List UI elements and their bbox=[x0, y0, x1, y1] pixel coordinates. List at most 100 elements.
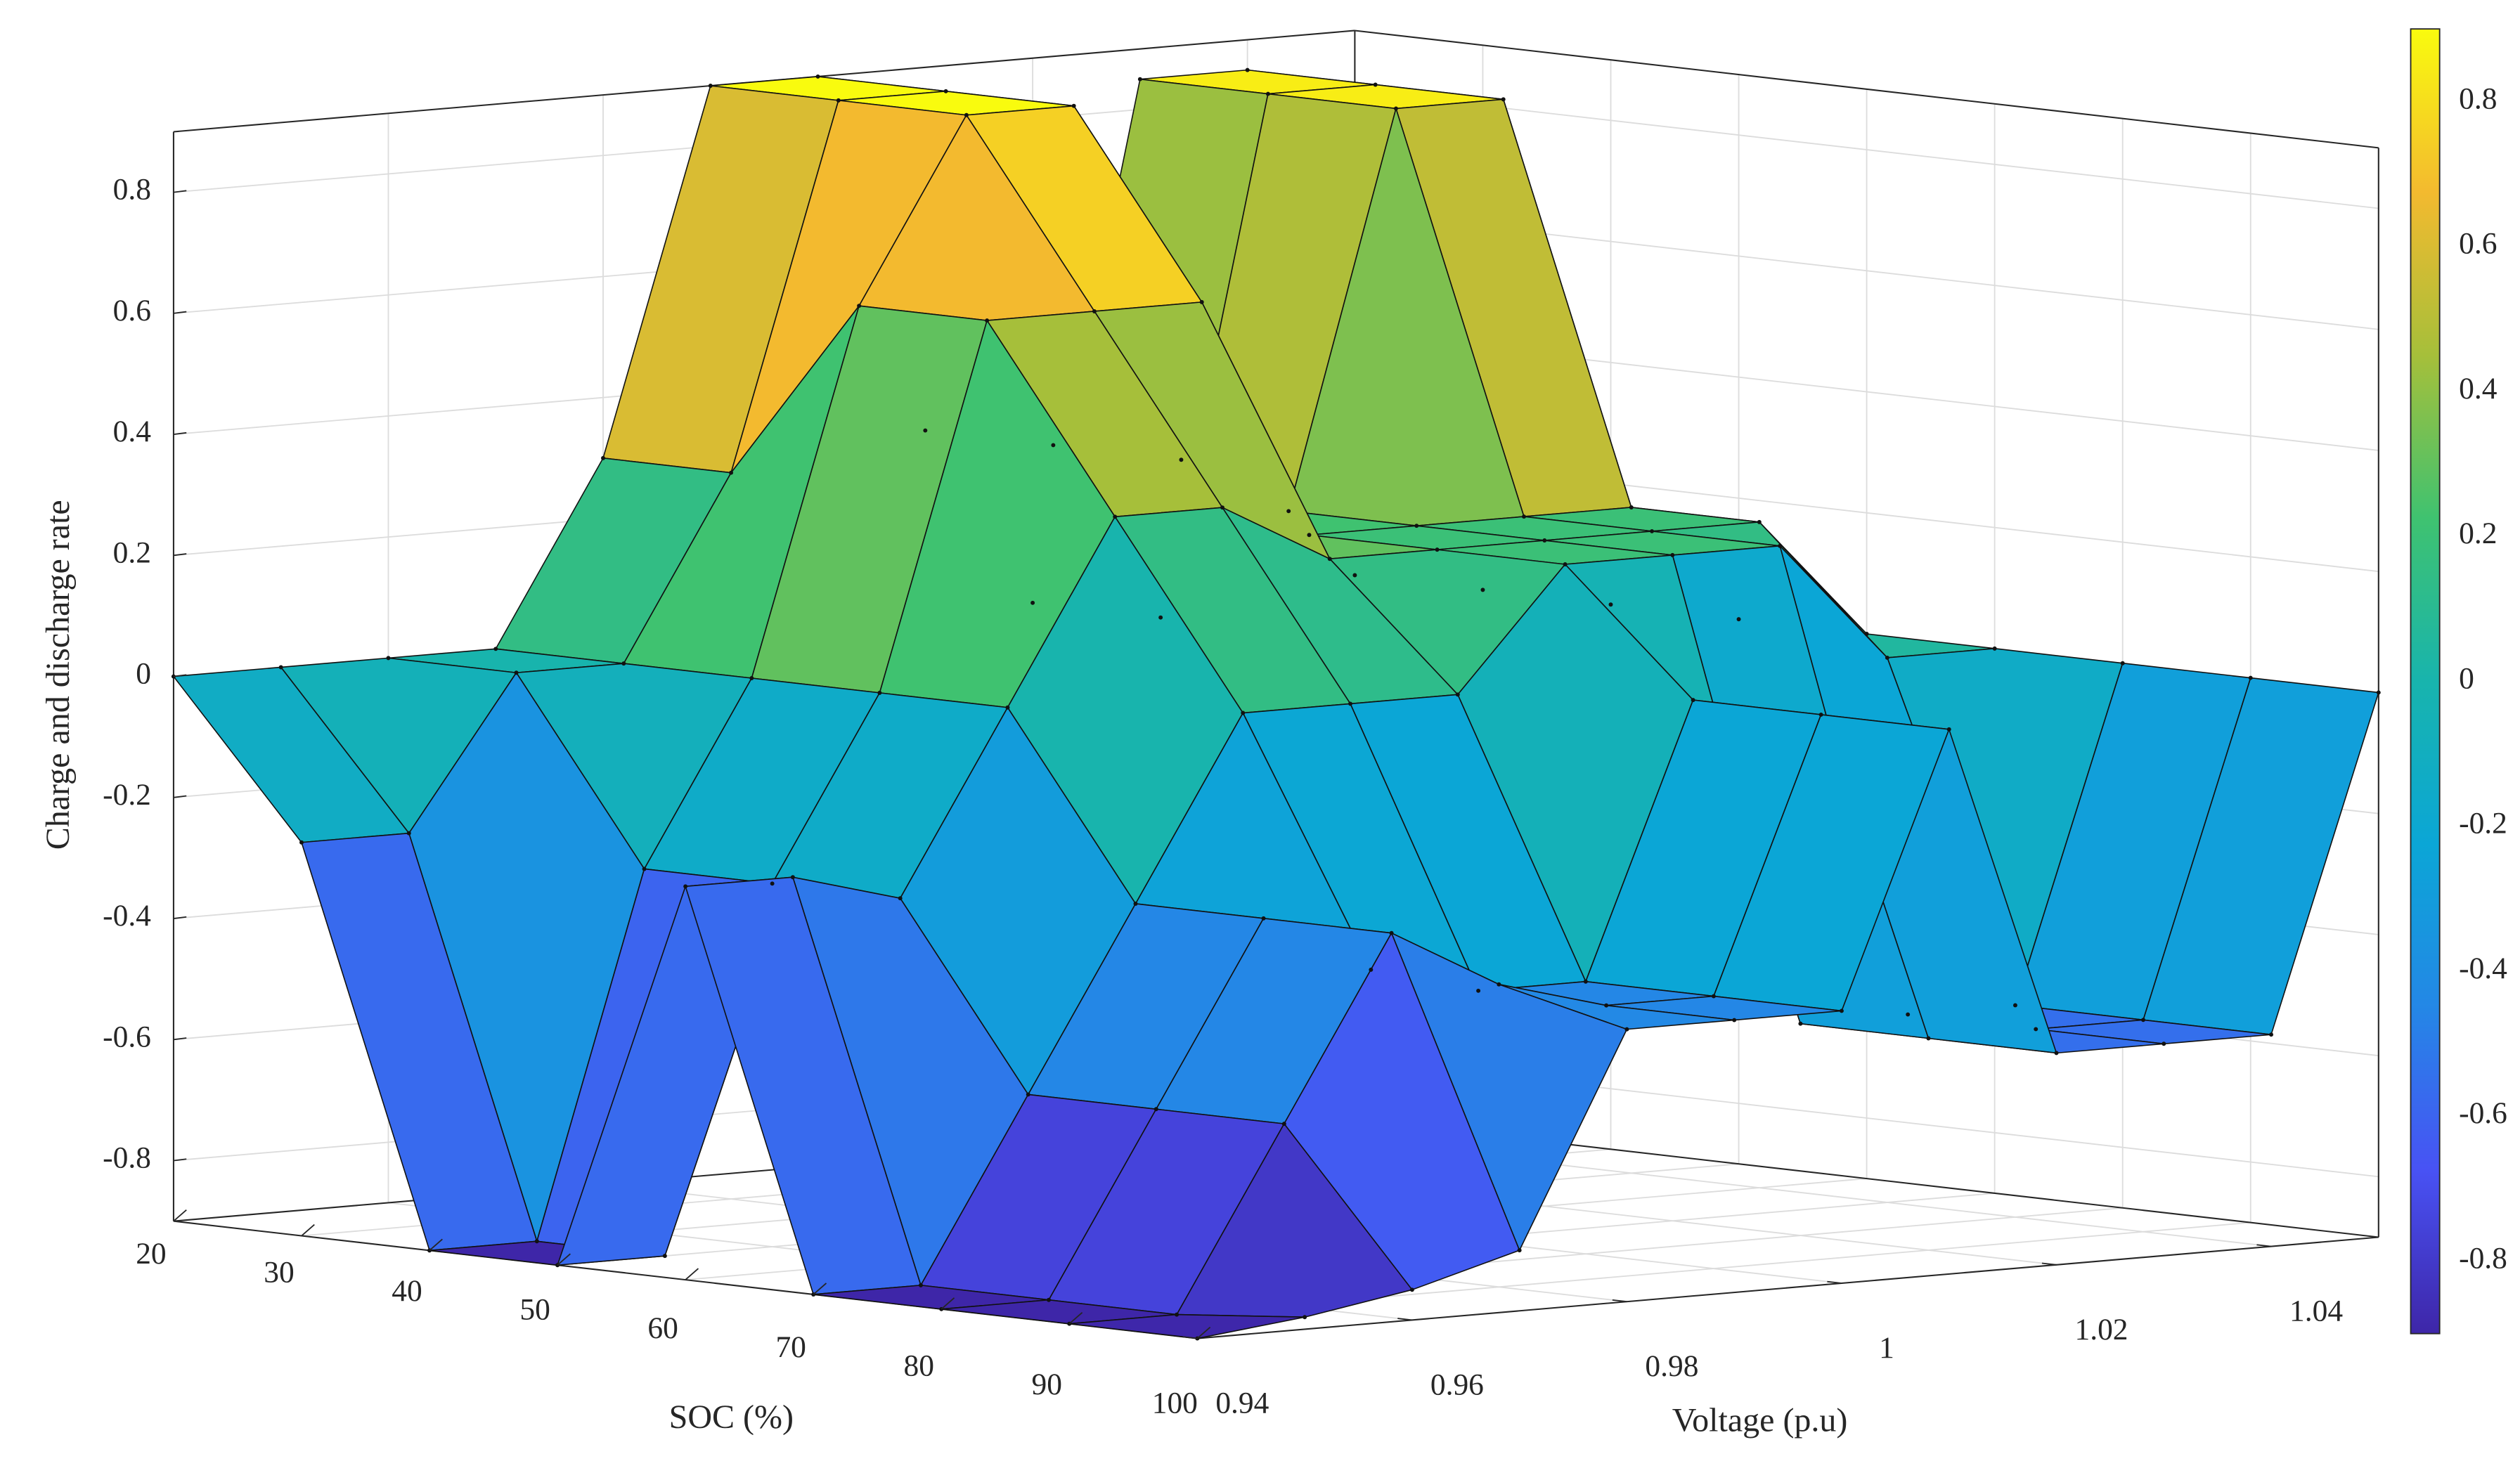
surface-vertex bbox=[1303, 1315, 1307, 1320]
surface-vertex bbox=[729, 470, 734, 475]
surface-vertex bbox=[662, 1254, 667, 1259]
surface-vertex bbox=[299, 840, 304, 845]
surface-vertex bbox=[1517, 1248, 1522, 1253]
surface-vertex bbox=[2376, 690, 2381, 695]
surface-vertex bbox=[1670, 552, 1675, 557]
surface-vertex bbox=[1946, 727, 1951, 732]
colorbar-tick-label: 0.8 bbox=[2459, 82, 2497, 115]
surface-vertex bbox=[877, 690, 882, 695]
surface-vertex bbox=[1476, 988, 1481, 993]
surface-vertex bbox=[1885, 655, 1889, 660]
x-tick-label: 50 bbox=[519, 1293, 550, 1327]
surface-vertex bbox=[1409, 1287, 1414, 1292]
x-tick-label: 70 bbox=[775, 1330, 806, 1364]
surface-vertex bbox=[1133, 901, 1138, 906]
surface-vertex bbox=[1435, 547, 1440, 552]
y-tick-label: 1 bbox=[1879, 1331, 1894, 1365]
surface-vertex bbox=[1992, 646, 1997, 651]
surface-vertex bbox=[1414, 524, 1419, 528]
surface-vertex bbox=[1030, 600, 1035, 605]
surface-vertex bbox=[1220, 505, 1225, 510]
y-tick-label: 0.94 bbox=[1215, 1387, 1269, 1420]
x-tick-label: 30 bbox=[264, 1255, 294, 1289]
surface-vertex bbox=[2162, 1041, 2166, 1046]
surface-vertex bbox=[1154, 1107, 1158, 1112]
z-tick bbox=[173, 795, 187, 798]
surface-vertex bbox=[1629, 505, 1634, 509]
x-tick bbox=[1068, 1311, 1083, 1325]
surface-vertex bbox=[790, 875, 795, 880]
x-tick bbox=[301, 1223, 315, 1237]
z-tick bbox=[173, 553, 187, 557]
surface-vertex bbox=[1026, 1092, 1030, 1097]
z-tick bbox=[173, 431, 187, 436]
surface-vertex bbox=[815, 74, 820, 79]
z-tick bbox=[173, 916, 187, 919]
surface-vertex bbox=[1175, 1312, 1180, 1317]
surface-vertex bbox=[1926, 1036, 1931, 1041]
colorbar-tick-label: 0.2 bbox=[2459, 517, 2497, 550]
surface-vertex bbox=[1286, 509, 1291, 514]
z-tick-label: 0.2 bbox=[113, 535, 151, 569]
surface-vertex bbox=[1092, 309, 1097, 313]
x-tick bbox=[1196, 1326, 1211, 1339]
surface-vertex bbox=[1864, 632, 1869, 636]
surface-vertex bbox=[1327, 557, 1332, 562]
surface-vertex bbox=[1757, 519, 1762, 524]
x-axis-title: SOC (%) bbox=[669, 1398, 794, 1436]
surface-vertex bbox=[683, 884, 688, 889]
surface-vertex bbox=[1624, 1027, 1629, 1032]
surface-vertex bbox=[1604, 1003, 1609, 1008]
surface-vertex bbox=[1373, 82, 1378, 87]
surface-vertex bbox=[1245, 67, 1250, 72]
surface-vertex bbox=[1736, 617, 1741, 622]
surface-vertex bbox=[534, 1239, 539, 1244]
y-tick bbox=[1827, 1280, 1842, 1284]
surface-vertex bbox=[2120, 661, 2125, 666]
surface-vertex bbox=[406, 831, 411, 836]
y-tick-label: 0.98 bbox=[1645, 1349, 1698, 1383]
x-tick-label: 60 bbox=[647, 1311, 678, 1345]
surface-vertex bbox=[1522, 514, 1526, 519]
surface-vertex bbox=[985, 318, 990, 323]
y-tick bbox=[1397, 1318, 1412, 1321]
x-tick-label: 40 bbox=[392, 1274, 422, 1308]
surface-vertex bbox=[1732, 1018, 1737, 1023]
z-tick-label: 0.4 bbox=[113, 415, 152, 448]
surface-vertex bbox=[2012, 1003, 2017, 1008]
surface-vertex bbox=[2054, 1051, 2059, 1056]
colorbar-tick-label: 0.4 bbox=[2459, 372, 2498, 405]
colorbar-tick-label: -0.4 bbox=[2459, 952, 2507, 985]
surface-vertex bbox=[2034, 1027, 2038, 1032]
z-tick-label: 0.6 bbox=[113, 294, 151, 327]
surface-vertex bbox=[1352, 573, 1357, 578]
surface-vertex bbox=[386, 656, 391, 661]
surface-vertex bbox=[601, 455, 605, 460]
surface-vertex bbox=[1691, 698, 1695, 703]
y-tick-label: 1.04 bbox=[2289, 1294, 2343, 1328]
z-axis-title: Charge and discharge rate bbox=[39, 500, 77, 850]
surface-vertex bbox=[857, 304, 862, 309]
surface-vertex bbox=[1047, 1297, 1051, 1302]
surface-vertex bbox=[1501, 97, 1506, 102]
z-tick bbox=[173, 190, 187, 193]
colorbar-tick-label: -0.6 bbox=[2459, 1096, 2507, 1130]
surface-vertex bbox=[1393, 106, 1398, 111]
z-tick-label: -0.4 bbox=[103, 899, 151, 933]
surface-vertex bbox=[278, 665, 283, 670]
surface-vertex bbox=[1261, 916, 1266, 921]
surface-vertex bbox=[1307, 533, 1312, 538]
y-axis-title: Voltage (p.u) bbox=[1672, 1402, 1848, 1439]
surface-vertex bbox=[514, 670, 519, 675]
surface-vertex bbox=[1608, 602, 1613, 607]
surface-vertex bbox=[1455, 692, 1460, 697]
surface-vertex bbox=[621, 661, 626, 666]
surface-vertex bbox=[918, 1283, 923, 1287]
colorbar-tick-label: 0.6 bbox=[2459, 227, 2497, 261]
surface-vertex bbox=[1071, 103, 1076, 108]
colorbar bbox=[2410, 28, 2441, 1335]
surface-vertex bbox=[1137, 77, 1142, 82]
surface-vertex bbox=[1798, 1021, 1803, 1026]
z-tick bbox=[173, 311, 187, 314]
